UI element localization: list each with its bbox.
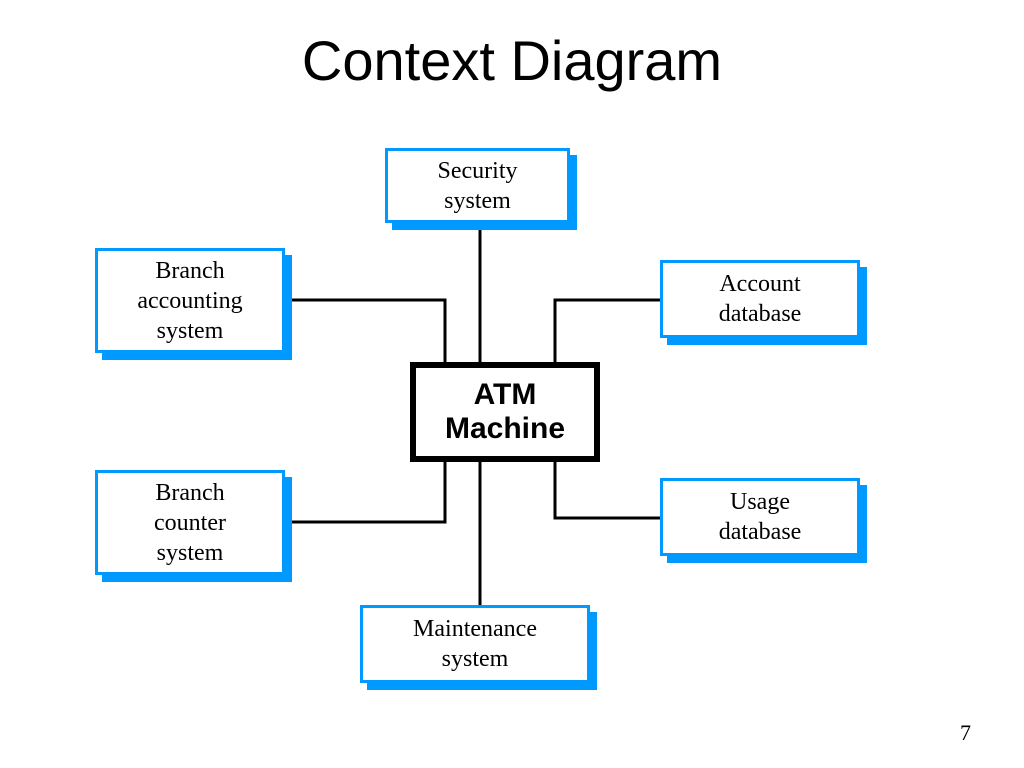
- node-label-maint: Maintenance system: [413, 614, 537, 674]
- node-usage-db: Usage database: [660, 478, 860, 556]
- node-label-usage-db: Usage database: [719, 487, 802, 547]
- node-maint: Maintenance system: [360, 605, 590, 683]
- connector-usage-db-atm: [555, 462, 660, 518]
- center-node-atm: ATM Machine: [410, 362, 600, 462]
- node-label-security: Security system: [438, 156, 518, 216]
- page-title: Context Diagram: [0, 28, 1024, 93]
- node-security: Security system: [385, 148, 570, 223]
- node-label-account-db: Account database: [719, 269, 802, 329]
- connector-branch-ctr-atm: [285, 462, 445, 522]
- node-label-branch-ctr: Branch counter system: [154, 478, 226, 568]
- node-branch-ctr: Branch counter system: [95, 470, 285, 575]
- page-number: 7: [960, 720, 971, 746]
- node-label-branch-acc: Branch accounting system: [137, 256, 242, 346]
- center-node-label: ATM Machine: [445, 378, 565, 446]
- connector-branch-acc-atm: [285, 300, 445, 362]
- node-branch-acc: Branch accounting system: [95, 248, 285, 353]
- connector-account-db-atm: [555, 300, 660, 362]
- node-account-db: Account database: [660, 260, 860, 338]
